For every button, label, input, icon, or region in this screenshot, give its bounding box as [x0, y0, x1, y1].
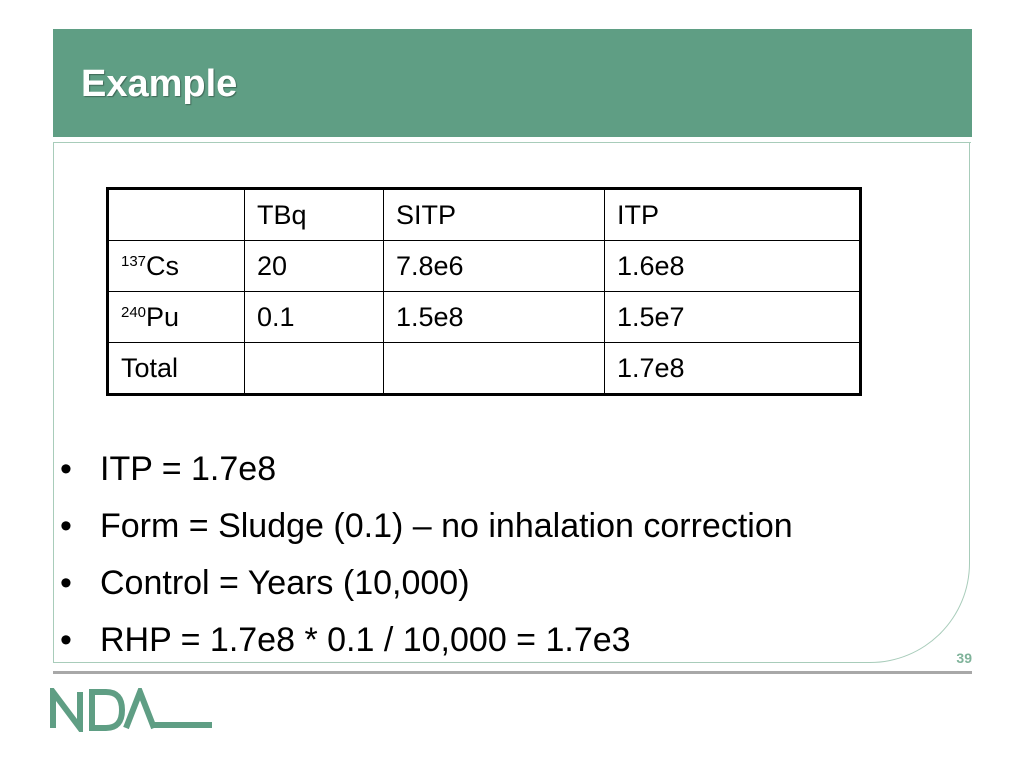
list-item: • Form = Sludge (0.1) – no inhalation cor… — [60, 501, 793, 558]
table-cell: 1.5e7 — [604, 291, 861, 343]
bullet-icon: • — [60, 507, 72, 545]
table-cell: 20 — [244, 240, 384, 292]
nda-logo — [50, 683, 220, 737]
bullet-text: Control = Years (10,000) — [100, 564, 470, 602]
table-row-label: 240Pu — [107, 291, 245, 343]
nda-logo-icon — [50, 683, 212, 737]
list-item: • RHP = 1.7e8 * 0.1 / 10,000 = 1.7e3 — [60, 615, 793, 672]
table-row: Total 1.7e8 — [107, 342, 861, 395]
isotope-element: Cs — [146, 250, 180, 281]
table-row-label: 137Cs — [107, 240, 245, 292]
list-item: • ITP = 1.7e8 — [60, 444, 793, 501]
page-number: 39 — [956, 650, 972, 666]
bullet-icon: • — [60, 450, 72, 488]
bullet-list: • ITP = 1.7e8 • Form = Sludge (0.1) – no i… — [60, 444, 793, 672]
table-row-label: Total — [107, 342, 245, 395]
bullet-icon: • — [60, 621, 72, 659]
content-frame — [53, 142, 971, 663]
data-table: TBq SITP ITP 137Cs 20 7.8e6 1.6e8 240Pu … — [106, 187, 862, 396]
table-cell — [244, 342, 384, 395]
bullet-text: Form = Sludge (0.1) – no inhalation corr… — [100, 507, 793, 545]
table-cell: 1.7e8 — [604, 342, 861, 395]
table-cell: 1.6e8 — [604, 240, 861, 292]
table-header-cell — [107, 188, 245, 241]
table-cell: 0.1 — [244, 291, 384, 343]
bullet-text: ITP = 1.7e8 — [100, 450, 277, 488]
isotope-mass-number: 137 — [121, 252, 147, 270]
table-row: 137Cs 20 7.8e6 1.6e8 — [107, 240, 861, 292]
table-header-cell: ITP — [604, 188, 861, 241]
bullet-icon: • — [60, 564, 72, 602]
title-bar: Example — [53, 29, 972, 137]
table-header-cell: TBq — [244, 188, 384, 241]
table-cell: 7.8e6 — [383, 240, 605, 292]
slide-title: Example — [81, 63, 238, 105]
table-row: 240Pu 0.1 1.5e8 1.5e7 — [107, 291, 861, 343]
isotope-element: Pu — [146, 301, 180, 332]
table-cell: 1.5e8 — [383, 291, 605, 343]
table-cell — [383, 342, 605, 395]
table-header-row: TBq SITP ITP — [107, 188, 861, 241]
isotope-mass-number: 240 — [121, 303, 147, 321]
list-item: • Control = Years (10,000) — [60, 558, 793, 615]
footer-divider — [53, 671, 972, 674]
bullet-text: RHP = 1.7e8 * 0.1 / 10,000 = 1.7e3 — [100, 621, 631, 659]
table-header-cell: SITP — [383, 188, 605, 241]
